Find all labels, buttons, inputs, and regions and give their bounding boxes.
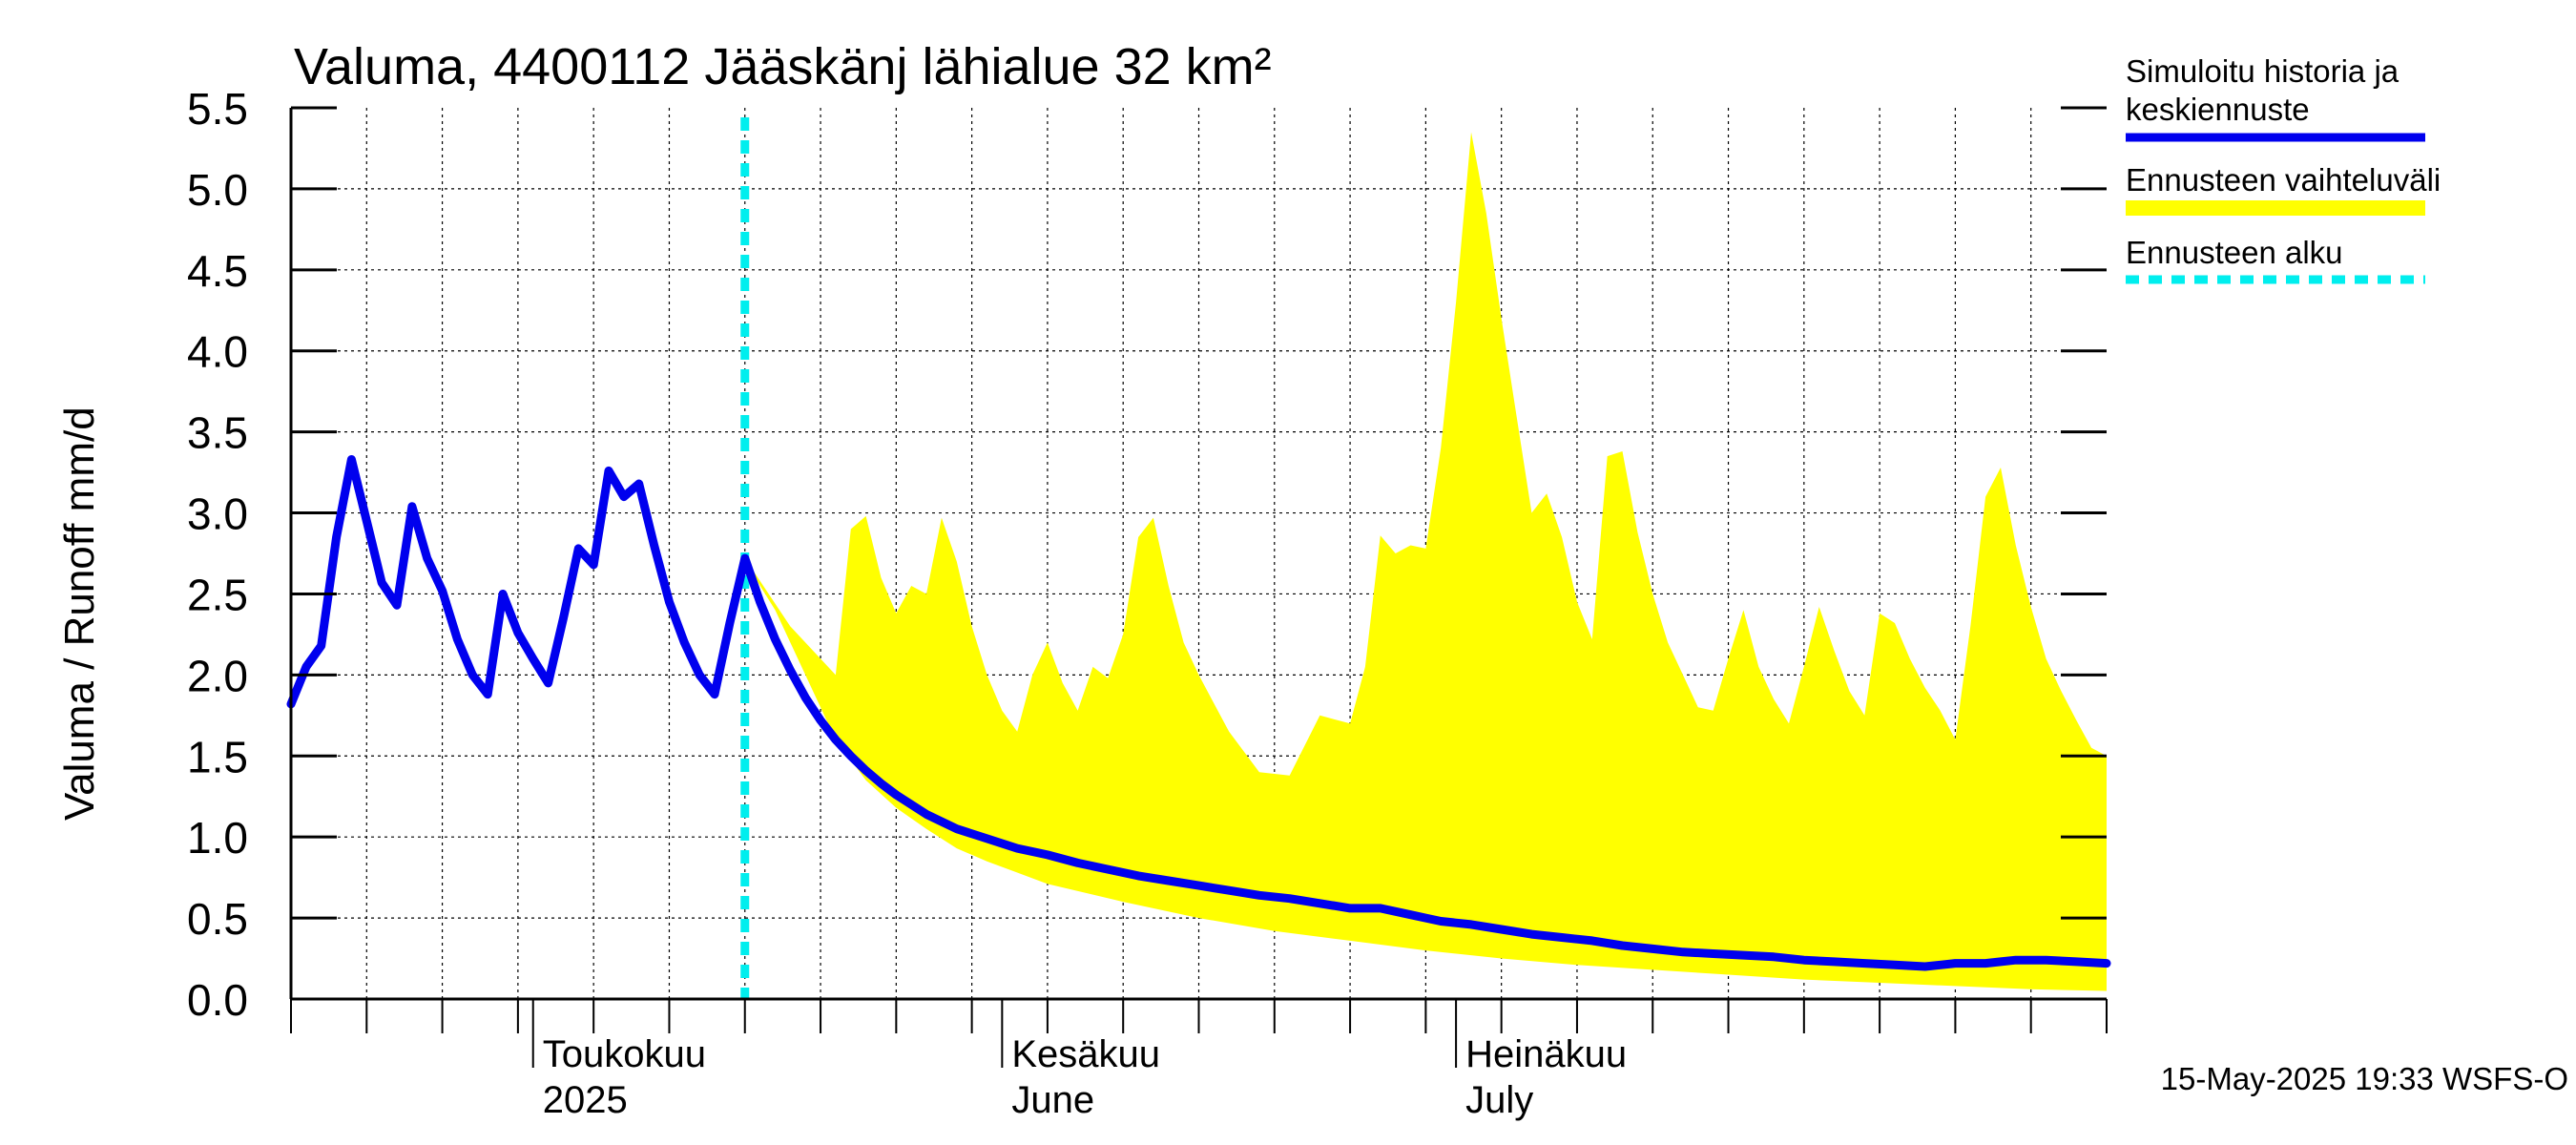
timestamp: 15-May-2025 19:33 WSFS-O xyxy=(2161,1061,2568,1096)
legend: Simuloitu historia ja keskiennuste Ennus… xyxy=(2126,53,2441,284)
y-tick-label: 0.0 xyxy=(187,975,248,1025)
x-month-sublabel: July xyxy=(1465,1079,1533,1121)
x-month-label: Heinäkuu xyxy=(1465,1033,1627,1075)
history-forecast-line xyxy=(286,455,2111,971)
y-tick-label: 1.5 xyxy=(187,732,248,781)
y-tick-label: 1.0 xyxy=(187,813,248,863)
y-tick-label: 3.5 xyxy=(187,408,248,458)
legend-forecast-start-label: Ennusteen alku xyxy=(2126,235,2343,270)
y-tick-label: 5.5 xyxy=(187,84,248,134)
legend-history-label-line2: keskiennuste xyxy=(2126,92,2310,127)
x-month-label: Toukokuu xyxy=(543,1033,706,1075)
y-tick-label: 2.5 xyxy=(187,570,248,619)
y-tick-label: 4.5 xyxy=(187,246,248,296)
chart-title: Valuma, 4400112 Jääskänj lähialue 32 km² xyxy=(294,38,1272,95)
y-axis-label: Valuma / Runoff mm/d xyxy=(56,406,103,821)
x-month-sublabel: June xyxy=(1011,1079,1094,1121)
legend-history-label-line1: Simuloitu historia ja xyxy=(2126,53,2399,89)
x-month-sublabel: 2025 xyxy=(543,1079,628,1121)
legend-range-label: Ennusteen vaihteluväli xyxy=(2126,162,2441,198)
forecast-range-band xyxy=(744,132,2107,991)
y-tick-label: 4.0 xyxy=(187,327,248,377)
y-tick-label: 0.5 xyxy=(187,894,248,944)
x-month-label: Kesäkuu xyxy=(1011,1033,1160,1075)
y-tick-label: 5.0 xyxy=(187,165,248,215)
plot-area: 0.0 0.5 1.0 1.5 2.0 2.5 3.0 3.5 4.0 4.5 5.0 5.5 Touk… xyxy=(187,84,2111,1121)
y-tick-label: 2.0 xyxy=(187,651,248,700)
y-tick-label: 3.0 xyxy=(187,489,248,539)
